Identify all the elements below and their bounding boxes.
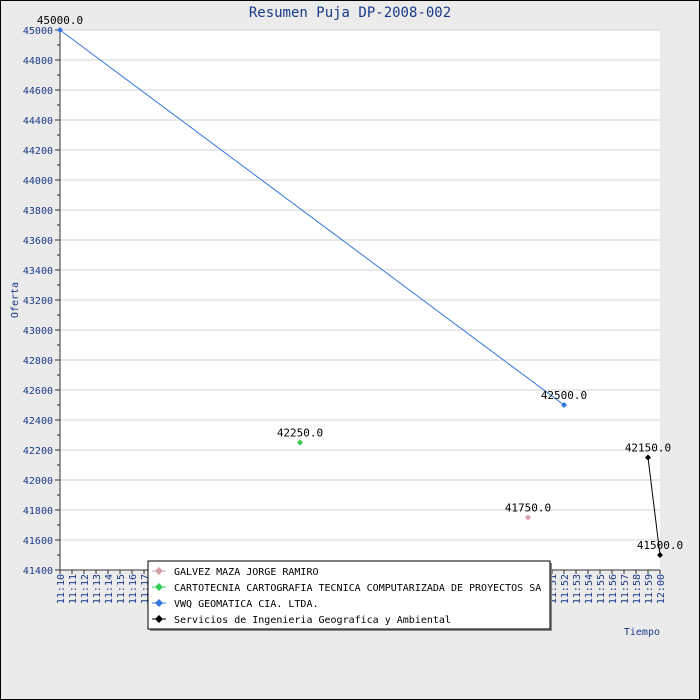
y-tick-label: 42400 (23, 416, 53, 427)
y-tick-label: 44200 (23, 146, 53, 157)
y-tick-label: 43800 (23, 206, 53, 217)
legend-swatch-marker (155, 583, 163, 591)
legend-swatch-marker (155, 567, 163, 575)
y-tick-label: 41400 (23, 566, 53, 577)
data-label: 41750.0 (505, 502, 551, 515)
x-tick-label: 11:10 (56, 574, 67, 604)
x-tick-label: 11:56 (608, 574, 619, 604)
data-label: 45000.0 (37, 14, 83, 27)
y-axis-label: Oferta (10, 282, 21, 318)
y-tick-label: 44600 (23, 86, 53, 97)
x-tick-label: 11:12 (80, 574, 91, 604)
x-axis-label: Tiempo (624, 627, 660, 638)
y-tick-label: 44400 (23, 116, 53, 127)
x-tick-label: 11:54 (584, 574, 595, 604)
y-tick-label: 42600 (23, 386, 53, 397)
y-tick-label: 42000 (23, 476, 53, 487)
y-tick-label: 43600 (23, 236, 53, 247)
legend (147, 560, 551, 630)
y-tick-label: 44800 (23, 56, 53, 67)
y-tick-label: 43000 (23, 326, 53, 337)
y-tick-label: 41800 (23, 506, 53, 517)
data-point (57, 27, 63, 33)
x-tick-label: 11:16 (128, 574, 139, 604)
chart-title: Resumen Puja DP-2008-002 (249, 5, 451, 21)
legend-label: CARTOTECNIA CARTOGRAFIA TECNICA COMPUTAR… (174, 583, 541, 594)
data-point (297, 439, 303, 446)
y-tick-label: 42200 (23, 446, 53, 457)
x-tick-label: 12:00 (656, 574, 667, 604)
data-label: 42500.0 (541, 389, 587, 402)
y-tick-label: 44000 (23, 176, 53, 187)
data-point (525, 514, 531, 521)
x-tick-label: 11:11 (68, 574, 79, 604)
x-tick-label: 11:55 (596, 574, 607, 604)
series-line (647, 457, 661, 556)
data-point (657, 552, 663, 558)
y-tick-label: 43400 (23, 266, 53, 277)
legend-label: Servicios de Ingenieria Geografica y Amb… (174, 615, 451, 626)
y-tick-label: 45000 (23, 26, 53, 37)
legend-swatch-marker (155, 599, 163, 607)
legend-label: GALVEZ MAZA JORGE RAMIRO (174, 567, 319, 578)
y-tick-label: 42800 (23, 356, 53, 367)
y-tick-label: 41600 (23, 536, 53, 547)
x-tick-label: 11:17 (140, 574, 151, 604)
data-label: 42250.0 (277, 427, 323, 440)
x-tick-label: 11:52 (560, 574, 571, 604)
x-tick-label: 11:14 (104, 574, 115, 604)
x-tick-label: 11:13 (92, 574, 103, 604)
x-tick-label: 11:53 (572, 574, 583, 604)
data-point (645, 454, 651, 461)
series-line (59, 29, 565, 406)
data-point (561, 402, 567, 408)
y-tick-label: 43200 (23, 296, 53, 307)
x-tick-label: 11:51 (548, 574, 559, 604)
data-label: 41500.0 (637, 539, 683, 552)
x-tick-label: 11:15 (116, 574, 127, 604)
x-tick-label: 11:57 (620, 574, 631, 604)
legend-swatch-marker (155, 615, 163, 623)
data-label: 42150.0 (625, 442, 671, 455)
x-tick-label: 11:59 (644, 574, 655, 604)
x-tick-label: 11:58 (632, 574, 643, 604)
legend-label: VWQ GEOMATICA CIA. LTDA. (174, 599, 319, 610)
